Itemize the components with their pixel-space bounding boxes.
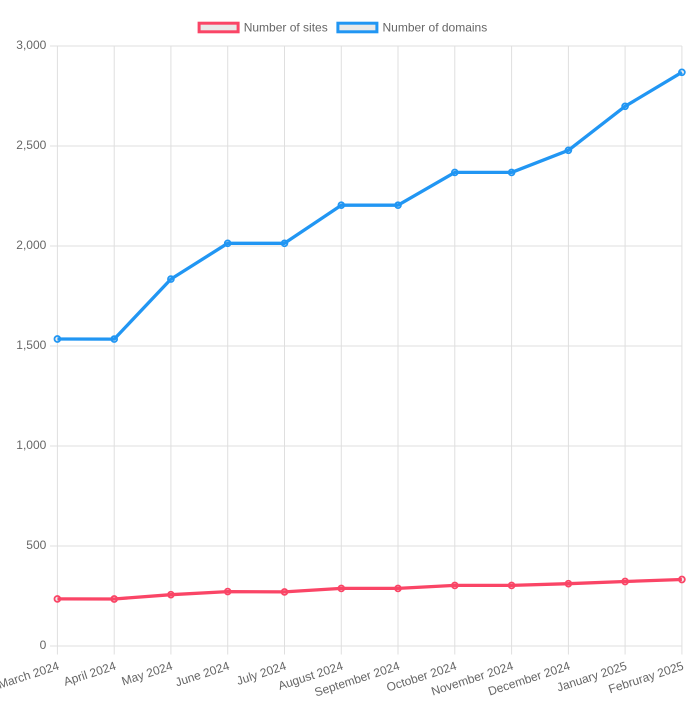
svg-text:1,500: 1,500 [16, 338, 46, 352]
svg-text:500: 500 [26, 538, 46, 552]
svg-text:Number of domains: Number of domains [383, 20, 488, 34]
svg-text:2,500: 2,500 [16, 138, 46, 152]
svg-text:1,000: 1,000 [16, 438, 46, 452]
svg-text:Number of sites: Number of sites [244, 20, 328, 34]
svg-text:3,000: 3,000 [16, 38, 46, 52]
svg-text:2,000: 2,000 [16, 238, 46, 252]
svg-text:0: 0 [40, 638, 47, 652]
